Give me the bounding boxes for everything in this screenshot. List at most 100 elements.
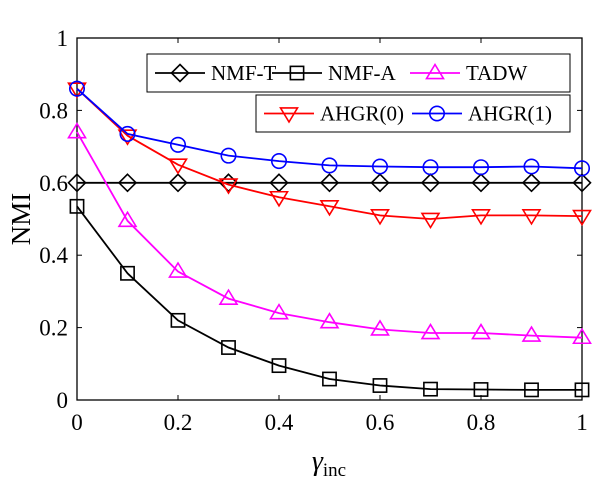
data-point-ahgr-1 [422, 159, 439, 176]
data-point-nmf-t [370, 173, 390, 193]
x-tick-label: 0.8 [467, 410, 496, 435]
data-point-ahgr-0 [319, 200, 340, 217]
data-point-tadw [521, 325, 542, 342]
data-point-ahgr-1 [321, 157, 338, 174]
y-axis-title: NMI [6, 193, 36, 246]
data-point-nmf-t [521, 173, 542, 193]
legend-label-ahgr-1: AHGR(1) [468, 102, 552, 126]
x-axis-title: γinc [312, 446, 346, 481]
legend-marker-nmf-a [289, 65, 305, 81]
legend-marker-tadw [425, 62, 445, 80]
data-point-tadw [269, 303, 289, 320]
data-point-ahgr-0 [269, 190, 289, 208]
legend-item-tadw: TADW [410, 61, 527, 85]
data-point-tadw [117, 210, 138, 228]
data-point-nmf-a [473, 382, 489, 397]
data-point-tadw [420, 322, 441, 340]
data-point-nmf-t [117, 173, 138, 193]
y-tick-label: 0.8 [39, 98, 68, 123]
x-tick-label: 0.4 [265, 410, 294, 435]
y-tick-label: 0.6 [39, 171, 68, 196]
ticks [76, 37, 583, 401]
series-tadw [67, 122, 592, 345]
legend-marker-nmf-t [170, 63, 190, 83]
x-tick-label: 0 [71, 410, 83, 435]
data-point-nmf-a [221, 340, 236, 355]
y-tick-label: 0.2 [39, 316, 68, 341]
tick-labels: 0 0.2 0.4 0.6 0.8 1 0 0.2 0.4 0.6 0.8 1 [39, 26, 588, 435]
data-point-ahgr-1 [119, 125, 136, 142]
data-point-ahgr-0 [420, 212, 441, 230]
legend-item-nmf-a: NMF-A [272, 61, 397, 85]
legend-item-nmf-t: NMF-T [155, 61, 277, 85]
data-point-nmf-t [168, 173, 188, 193]
x-tick-label: 0.6 [366, 410, 395, 435]
data-point-tadw [471, 322, 491, 340]
data-point-nmf-a [120, 265, 135, 281]
x-tick-label: 0.2 [164, 410, 193, 435]
legend: NMF-T NMF-A TADW AHGR(0) AHGR(1) [146, 53, 571, 133]
data-point-nmf-a [69, 198, 85, 214]
data-point-ahgr-0 [370, 209, 390, 226]
data-point-ahgr-0 [168, 158, 188, 175]
y-tick-label: 0 [57, 388, 69, 413]
data-point-tadw [168, 261, 188, 278]
legend-label-nmf-a: NMF-A [328, 61, 397, 85]
series-line-ahgr-0 [76, 88, 583, 220]
data-point-ahgr-0 [521, 209, 542, 226]
series-ahgr-0 [67, 82, 592, 230]
data-point-ahgr-1 [573, 160, 591, 177]
data-point-nmf-a [271, 358, 287, 374]
series-line-ahgr-1 [76, 88, 583, 170]
x-axis-title-symbol: γ [312, 446, 324, 477]
data-point-nmf-a [372, 378, 388, 393]
data-point-ahgr-1 [472, 159, 490, 176]
series-nmf-t [67, 173, 592, 193]
data-point-ahgr-1 [523, 158, 540, 175]
data-point-nmf-t [218, 173, 239, 193]
x-axis-title-subscript: inc [323, 460, 346, 481]
legend-label-ahgr-0: AHGR(0) [320, 102, 404, 126]
data-point-tadw [319, 312, 340, 329]
data-point-nmf-t [572, 173, 592, 193]
data-point-ahgr-1 [270, 153, 288, 170]
data-point-ahgr-0 [572, 209, 592, 227]
data-point-nmf-t [420, 173, 441, 193]
data-point-tadw [370, 319, 390, 336]
data-point-ahgr-1 [220, 147, 237, 164]
y-tick-label: 0.4 [39, 243, 68, 268]
data-point-ahgr-0 [218, 178, 239, 195]
legend-item-ahgr-0: AHGR(0) [264, 102, 404, 126]
x-tick-label: 1 [576, 410, 588, 435]
data-point-nmf-a [574, 382, 590, 398]
plot-frame [76, 37, 583, 401]
data-point-ahgr-1 [169, 136, 187, 153]
data-point-ahgr-0 [67, 82, 87, 99]
data-point-ahgr-1 [371, 158, 389, 175]
legend-label-nmf-t: NMF-T [211, 61, 277, 85]
data-point-nmf-t [319, 173, 340, 193]
y-tick-label: 1 [57, 26, 69, 51]
series-line-tadw [76, 131, 583, 339]
data-point-ahgr-0 [471, 209, 491, 226]
legend-marker-ahgr-1 [428, 105, 446, 122]
series-nmf-a [69, 198, 590, 398]
series-line-nmf-a [76, 205, 582, 391]
legend-item-ahgr-1: AHGR(1) [412, 102, 552, 126]
data-point-nmf-a [524, 382, 539, 398]
data-point-tadw [572, 327, 592, 345]
data-point-nmf-a [423, 381, 438, 397]
data-point-nmf-a [322, 371, 337, 387]
legend-marker-ahgr-0 [279, 107, 299, 124]
data-point-tadw [67, 122, 87, 139]
data-point-ahgr-1 [68, 80, 86, 97]
data-point-nmf-a [170, 312, 186, 328]
data-point-tadw [218, 288, 239, 305]
legend-label-tadw: TADW [466, 61, 527, 85]
series-ahgr-1 [68, 80, 591, 177]
series-layer [67, 80, 592, 398]
data-point-ahgr-0 [117, 129, 138, 146]
data-point-nmf-t [471, 173, 491, 193]
data-point-nmf-t [67, 173, 87, 193]
